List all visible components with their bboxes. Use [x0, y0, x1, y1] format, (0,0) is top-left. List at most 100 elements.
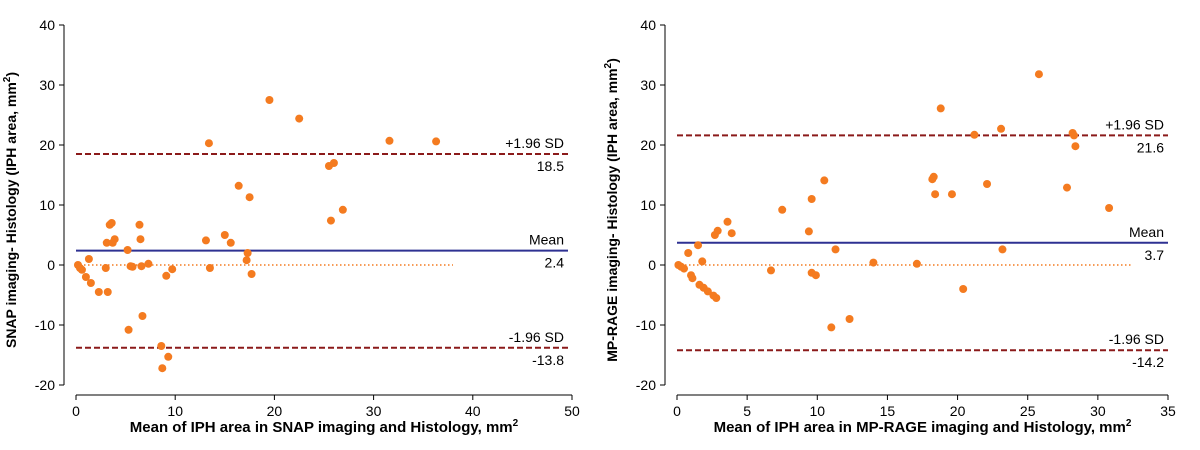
mean-value-label: 3.7	[1145, 247, 1165, 263]
y-axis-title-suffix: )	[604, 58, 620, 63]
y-tick-label: -10	[35, 317, 55, 333]
data-point	[103, 288, 112, 296]
x-tick-label: 35	[1160, 403, 1176, 419]
data-point	[245, 193, 254, 202]
data-point	[1062, 183, 1071, 192]
data-point	[703, 287, 712, 296]
x-tick-label: 30	[1090, 403, 1106, 419]
data-point	[959, 285, 968, 293]
data-point	[912, 259, 921, 268]
y-axis-title: MP-RAGE imaging- Histology (IPH area, mm…	[603, 58, 620, 362]
x-axis-title-superscript: 2	[1126, 418, 1132, 429]
y-axis-title-superscript: 2	[2, 76, 13, 82]
y-axis-title: SNAP imaging- Histology (IPH area, mm2)	[2, 72, 19, 348]
data-point	[811, 271, 820, 280]
data-point	[205, 264, 214, 272]
data-point	[243, 249, 252, 257]
y-axis-title-suffix: )	[3, 72, 19, 77]
chart-panel-2: -20 -10 0 10 20 30 40 0 5 10 15 20 25 30 35 Mean 3.7 +1.9…	[603, 17, 1176, 436]
data-point	[694, 241, 703, 250]
y-axis-title-text: MP-RAGE imaging- Histology (IPH area, mm	[604, 68, 620, 361]
data-point	[123, 246, 132, 254]
data-point	[128, 262, 137, 271]
data-point	[220, 231, 229, 239]
x-tick-label: 50	[564, 403, 580, 419]
data-point	[970, 130, 979, 139]
data-point	[84, 255, 93, 263]
data-point	[1070, 131, 1079, 140]
data-point	[136, 235, 145, 244]
data-point	[831, 245, 840, 254]
data-point	[1034, 70, 1043, 79]
y-tick-label: 40	[39, 17, 55, 33]
y-tick-label: 10	[39, 197, 55, 213]
x-tick-label: 30	[366, 403, 382, 419]
chart-panel-1: -20 -10 0 10 20 30 40 0 10 20 30 40 50 Mean 2.4 +1.96 S…	[2, 17, 580, 436]
upper-limit-value-label: 18.5	[537, 158, 564, 174]
data-point	[713, 226, 722, 235]
x-tick-label: 25	[1020, 403, 1036, 419]
data-point	[698, 257, 707, 266]
x-tick-label: 0	[72, 403, 80, 419]
data-point	[385, 136, 394, 145]
x-axis-title-text: Mean of IPH area in MP-RAGE imaging and …	[714, 419, 1126, 436]
upper-limit-label: +1.96 SD	[1105, 116, 1164, 132]
mean-value-label: 2.4	[545, 255, 565, 271]
x-tick-label: 5	[743, 403, 751, 419]
data-point	[158, 364, 167, 373]
data-point	[712, 294, 721, 302]
data-point	[947, 190, 956, 199]
x-tick-label: 10	[809, 403, 825, 419]
data-point	[338, 205, 347, 214]
y-tick-label: 0	[648, 257, 656, 273]
data-point	[101, 264, 110, 272]
x-tick-label: 0	[673, 403, 681, 419]
x-axis-title-text: Mean of IPH area in SNAP imaging and His…	[130, 419, 513, 436]
y-axis-title-text: SNAP imaging- Histology (IPH area, mm	[3, 82, 19, 348]
y-tick-label: 30	[640, 77, 656, 93]
data-point	[295, 114, 304, 123]
lower-limit-label: -1.96 SD	[509, 329, 564, 345]
data-point	[329, 159, 338, 167]
data-point	[247, 270, 256, 278]
data-point	[81, 273, 90, 281]
data-point	[94, 288, 103, 296]
data-point	[265, 96, 274, 104]
data-point	[931, 190, 940, 199]
x-tick-label: 40	[465, 403, 481, 419]
data-point	[138, 312, 147, 320]
data-point	[326, 216, 335, 225]
data-point	[820, 176, 829, 185]
lower-limit-value-label: -14.2	[1132, 354, 1164, 370]
lower-limit-value-label: -13.8	[532, 352, 564, 368]
data-point	[204, 139, 213, 148]
data-point	[766, 266, 775, 275]
y-tick-label: 10	[640, 197, 656, 213]
data-point	[234, 181, 243, 190]
data-point	[162, 271, 171, 280]
x-tick-label: 15	[880, 403, 896, 419]
data-point	[110, 235, 119, 244]
data-point	[168, 265, 177, 274]
data-point	[242, 256, 251, 265]
y-tick-label: -20	[636, 377, 656, 393]
data-point	[1105, 204, 1114, 212]
y-tick-label: 20	[640, 137, 656, 153]
data-point	[688, 274, 697, 283]
data-point	[845, 315, 854, 323]
y-tick-label: 0	[47, 257, 55, 273]
data-point	[157, 342, 166, 350]
data-point	[869, 258, 878, 267]
x-tick-label: 20	[950, 403, 966, 419]
data-point	[727, 229, 736, 238]
data-point	[807, 195, 816, 203]
data-point	[86, 279, 95, 287]
y-axis-title-superscript: 2	[603, 62, 614, 68]
mean-label: Mean	[529, 232, 564, 248]
data-point	[684, 249, 693, 257]
data-point	[135, 220, 144, 229]
data-point	[107, 219, 116, 227]
y-tick-label: -10	[636, 317, 656, 333]
